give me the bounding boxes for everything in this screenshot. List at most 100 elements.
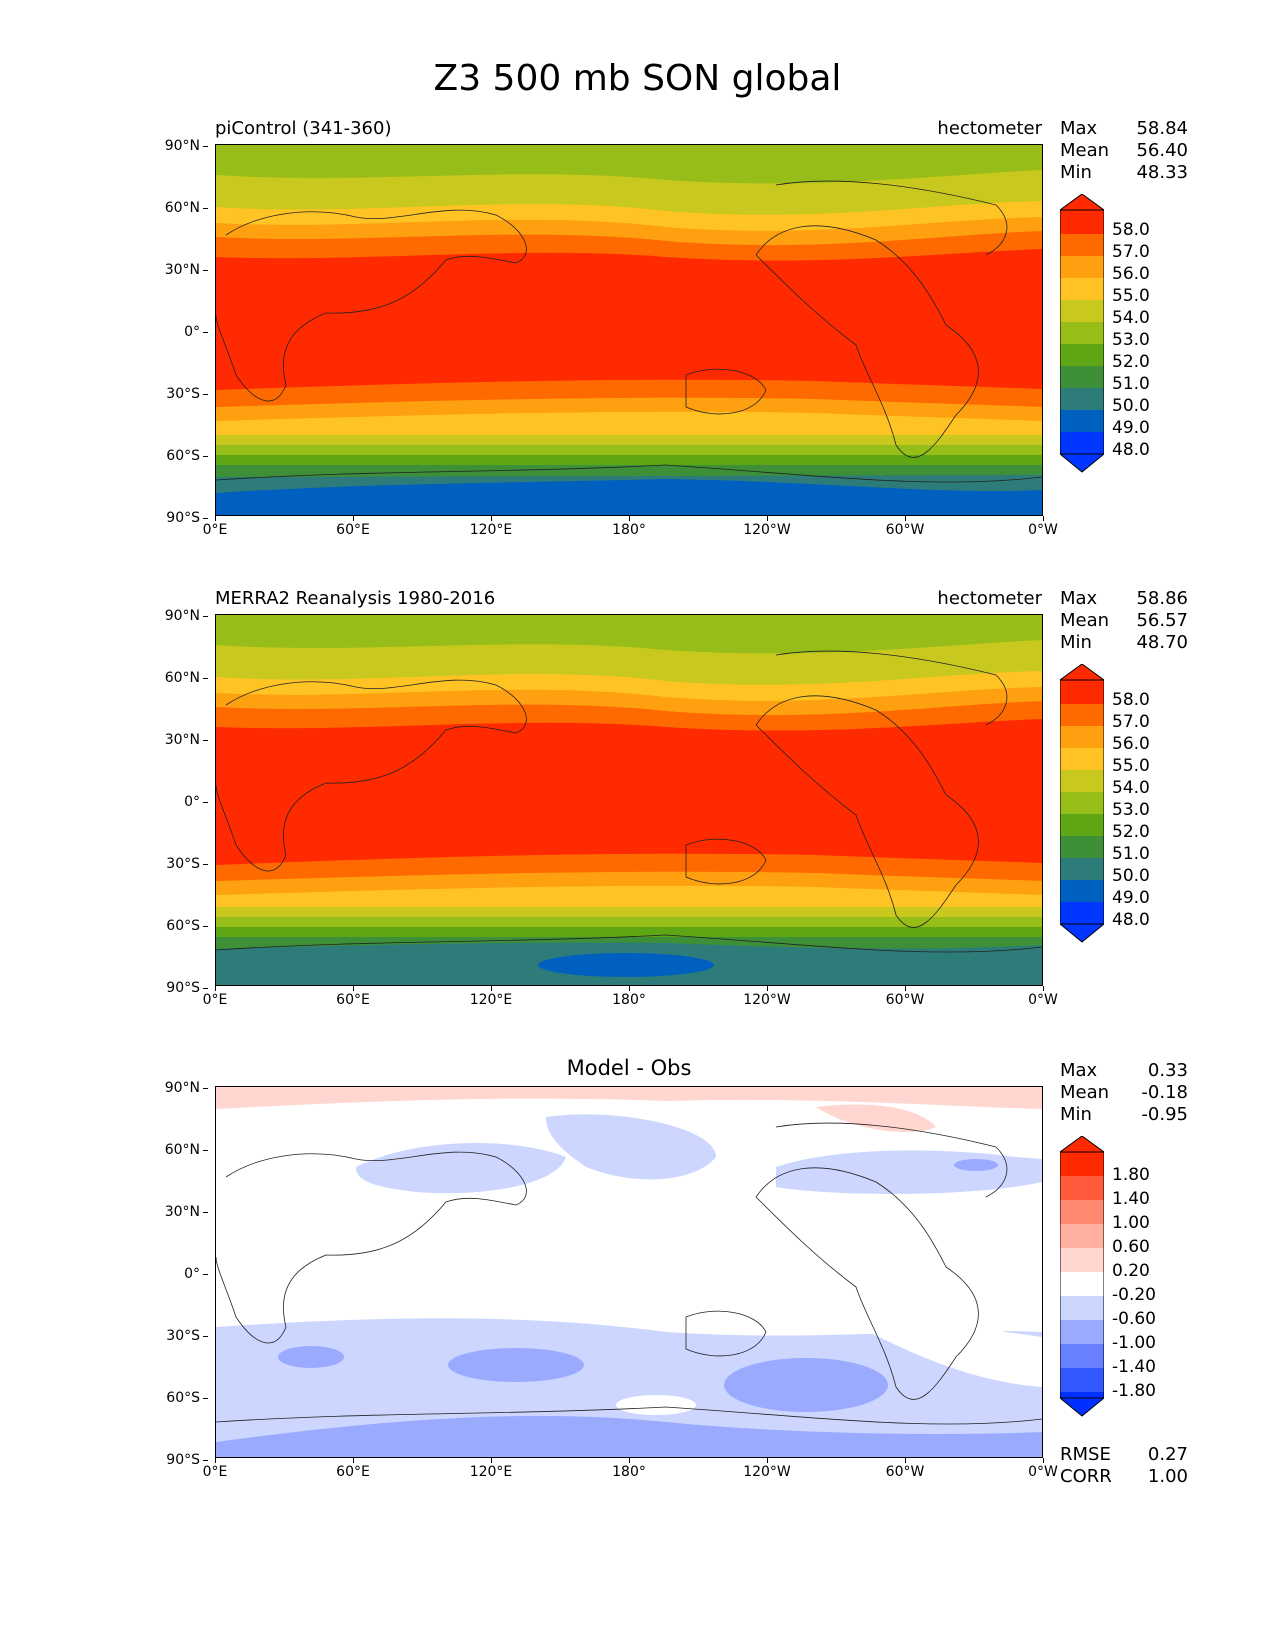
colorbar-label: 51.0 <box>1112 374 1150 394</box>
x-tick: 120°E <box>461 1458 521 1480</box>
y-tick: 30°S <box>166 386 208 402</box>
metric-name: RMSE <box>1060 1444 1111 1465</box>
x-tick: 60°W <box>875 986 935 1008</box>
stat-name: Mean <box>1060 1082 1110 1103</box>
panel-model-minus-obs: Model - Obs 90°N 60°N <box>0 1056 1275 1510</box>
y-tick: 60°S <box>166 1390 208 1406</box>
colorbar-label: 1.00 <box>1112 1213 1150 1233</box>
colorbar-label: 48.0 <box>1112 910 1150 930</box>
colorbar-label: -1.80 <box>1112 1381 1156 1401</box>
panel-label: Model - Obs <box>566 1056 692 1080</box>
contour-map <box>215 144 1043 516</box>
y-tick: 0° <box>184 324 208 340</box>
x-tick: 120°E <box>461 986 521 1008</box>
colorbar-label: 58.0 <box>1112 690 1150 710</box>
stat-name: Max <box>1060 588 1098 609</box>
y-tick: 60°S <box>166 448 208 464</box>
stat-name: Mean <box>1060 610 1110 631</box>
colorbar-label: 51.0 <box>1112 844 1150 864</box>
colorbar-label: 50.0 <box>1112 866 1150 886</box>
colorbar-label: 49.0 <box>1112 418 1150 438</box>
colorbar-label: 57.0 <box>1112 712 1150 732</box>
y-tick: 90°S <box>166 1452 208 1468</box>
y-tick: 0° <box>184 794 208 810</box>
difference-map <box>215 1086 1043 1458</box>
stat-name: Min <box>1060 1104 1092 1125</box>
y-tick: 30°S <box>166 1328 208 1344</box>
stat-name: Max <box>1060 118 1098 139</box>
colorbar-label: 54.0 <box>1112 308 1150 328</box>
colorbar <box>1058 663 1106 964</box>
colorbar-label: -0.60 <box>1112 1309 1156 1329</box>
colorbar-label: 54.0 <box>1112 778 1150 798</box>
x-tick: 60°E <box>323 1458 383 1480</box>
x-tick: 180° <box>599 1458 659 1480</box>
panel-units: hectometer <box>937 118 1042 139</box>
colorbar-label: -0.20 <box>1112 1285 1156 1305</box>
x-tick: 60°W <box>875 516 935 538</box>
metrics-box: RMSE 0.27 CORR 1.00 <box>1060 1444 1188 1488</box>
colorbar-label: 0.60 <box>1112 1237 1150 1257</box>
colorbar-label: 1.40 <box>1112 1189 1150 1209</box>
x-tick: 0°W <box>1013 986 1073 1008</box>
colorbar-label: 57.0 <box>1112 242 1150 262</box>
colorbar-label: 58.0 <box>1112 220 1150 240</box>
colorbar-label: -1.40 <box>1112 1357 1156 1377</box>
stat-value: 58.86 <box>1136 588 1188 609</box>
colorbar-label: 52.0 <box>1112 822 1150 842</box>
metric-name: CORR <box>1060 1466 1112 1487</box>
y-tick: 60°N <box>164 200 209 216</box>
stat-value: 48.33 <box>1136 162 1188 183</box>
x-tick: 120°E <box>461 516 521 538</box>
x-tick: 0°E <box>185 516 245 538</box>
x-tick: 0°E <box>185 986 245 1008</box>
colorbar-label: 55.0 <box>1112 756 1150 776</box>
stat-value: 58.84 <box>1136 118 1188 139</box>
stats-box: Max 0.33 Mean -0.18 Min -0.95 <box>1060 1060 1188 1126</box>
x-tick: 180° <box>599 516 659 538</box>
colorbar-label: 48.0 <box>1112 440 1150 460</box>
colorbar-label: 49.0 <box>1112 888 1150 908</box>
x-tick: 60°E <box>323 516 383 538</box>
y-tick: 30°S <box>166 856 208 872</box>
stat-value: 48.70 <box>1136 632 1188 653</box>
panel-label: piControl (341-360) <box>215 118 392 139</box>
colorbar-label: 1.80 <box>1112 1165 1150 1185</box>
x-tick: 60°E <box>323 986 383 1008</box>
y-tick: 90°S <box>166 980 208 996</box>
y-tick: 30°N <box>164 732 209 748</box>
stats-box: Max 58.86 Mean 56.57 Min 48.70 <box>1060 588 1188 654</box>
colorbar-label: 52.0 <box>1112 352 1150 372</box>
stat-value: 56.57 <box>1136 610 1188 631</box>
panel-merra2: MERRA2 Reanalysis 1980-2016 hectometer <box>0 588 1275 1038</box>
colorbar-label: 53.0 <box>1112 800 1150 820</box>
y-tick: 30°N <box>164 262 209 278</box>
colorbar-label: -1.00 <box>1112 1333 1156 1353</box>
colorbar <box>1058 193 1106 494</box>
stat-value: -0.95 <box>1141 1104 1188 1125</box>
y-tick: 60°N <box>164 670 209 686</box>
metric-value: 1.00 <box>1147 1466 1188 1487</box>
metric-value: 0.27 <box>1147 1444 1188 1465</box>
y-tick: 30°N <box>164 1204 209 1220</box>
y-tick: 60°S <box>166 918 208 934</box>
x-tick: 0°E <box>185 1458 245 1480</box>
colorbar-label: 50.0 <box>1112 396 1150 416</box>
contour-map <box>215 614 1043 986</box>
x-tick: 180° <box>599 986 659 1008</box>
stat-name: Mean <box>1060 140 1110 161</box>
x-tick: 120°W <box>737 516 797 538</box>
colorbar-label: 53.0 <box>1112 330 1150 350</box>
y-tick: 0° <box>184 1266 208 1282</box>
stat-name: Max <box>1060 1060 1098 1081</box>
figure-title: Z3 500 mb SON global <box>433 58 842 99</box>
stats-box: Max 58.84 Mean 56.40 Min 48.33 <box>1060 118 1188 184</box>
stat-name: Min <box>1060 632 1092 653</box>
colorbar <box>1058 1135 1106 1436</box>
stat-name: Min <box>1060 162 1092 183</box>
y-tick: 90°N <box>164 608 209 624</box>
x-tick: 120°W <box>737 986 797 1008</box>
stat-value: 56.40 <box>1136 140 1188 161</box>
y-tick: 90°S <box>166 510 208 526</box>
x-tick: 0°W <box>1013 516 1073 538</box>
